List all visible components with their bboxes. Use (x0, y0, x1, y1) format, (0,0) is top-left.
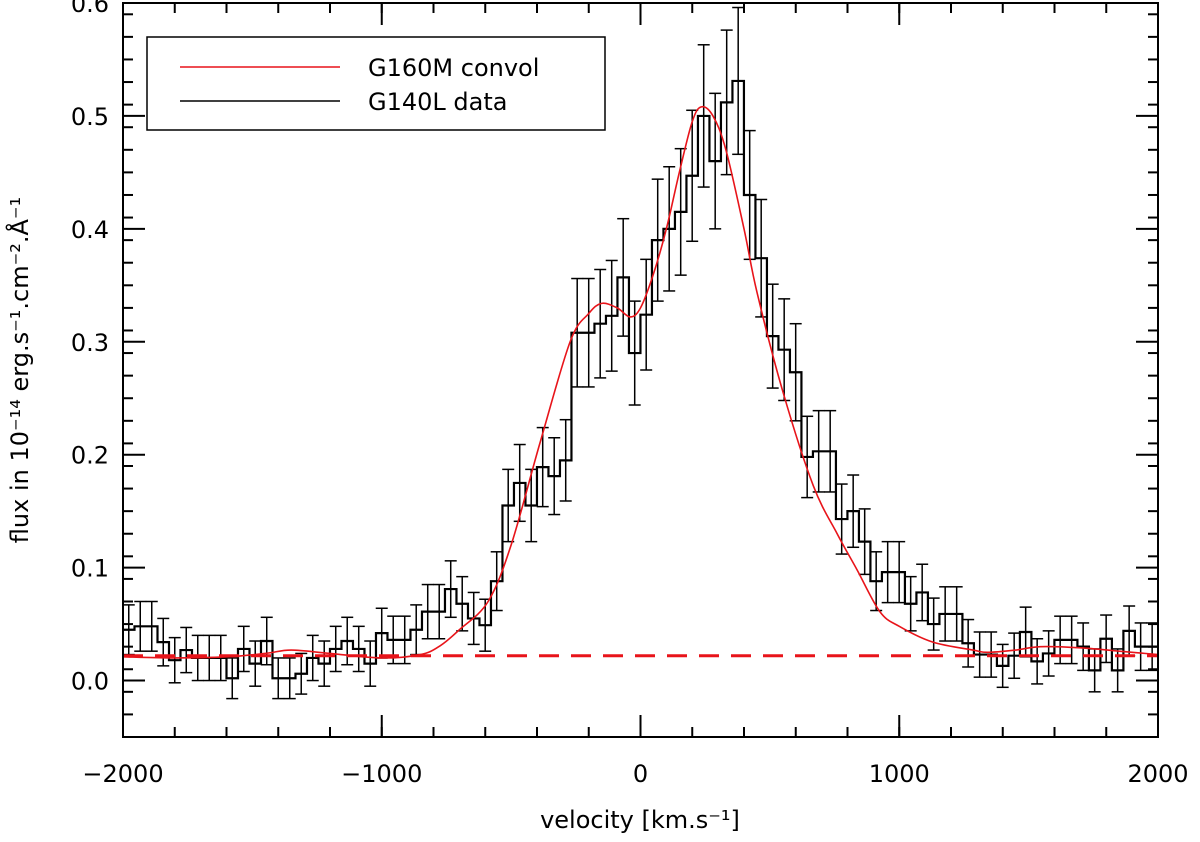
y-tick-label: 0.2 (71, 442, 109, 470)
error-bar (329, 625, 342, 673)
error-bar (490, 551, 503, 612)
x-tick-label: 2000 (1127, 760, 1188, 788)
error-bar (559, 418, 572, 502)
error-bar (421, 583, 434, 640)
error-bar (709, 92, 722, 230)
x-tick-label: −1000 (341, 760, 422, 788)
error-bar (1042, 630, 1055, 677)
y-tick-label: 0.0 (71, 668, 109, 696)
error-bar (1008, 632, 1021, 680)
error-bar (594, 268, 607, 379)
error-bar (640, 258, 653, 371)
error-bar (927, 597, 940, 651)
y-tick-label: 0.6 (71, 0, 109, 18)
error-bar (272, 657, 285, 700)
plot-area (123, 6, 1158, 700)
error-bar (663, 165, 676, 292)
error-bar (1100, 614, 1113, 664)
error-bar (812, 409, 825, 493)
error-bar (536, 426, 549, 508)
legend-label-g140l: G140L data (368, 88, 507, 116)
x-tick-label: 0 (633, 760, 648, 788)
error-bar (283, 657, 296, 700)
error-bar (433, 583, 446, 640)
error-bar (398, 615, 411, 665)
error-bar (145, 600, 158, 652)
error-bar (881, 540, 894, 604)
error-bar (755, 198, 768, 318)
error-bar (766, 283, 779, 389)
error-bar (732, 6, 745, 156)
axis-ticks (122, 2, 1159, 738)
error-bar (617, 217, 630, 337)
legend-box (146, 36, 606, 131)
error-bar (525, 468, 538, 543)
error-bar (950, 586, 963, 642)
error-bar (1077, 622, 1090, 672)
error-bar (651, 178, 664, 302)
y-tick-label: 0.4 (71, 216, 109, 244)
error-bar (548, 437, 561, 516)
error-bar (582, 277, 595, 388)
y-axis-title: flux in 10⁻¹⁴ erg.s⁻¹.cm⁻².Å⁻¹ (5, 197, 34, 543)
error-bar (973, 631, 986, 678)
g160m-convol-curve (123, 105, 1158, 659)
plot-marks (123, 6, 1158, 700)
error-bar (364, 640, 377, 687)
error-bar (318, 640, 331, 687)
error-bar (180, 626, 193, 674)
x-axis-title: velocity [km.s⁻¹] (540, 806, 740, 834)
error-bar (605, 259, 618, 372)
error-bar (870, 551, 883, 612)
error-bar (134, 600, 147, 652)
error-bar (801, 415, 814, 499)
error-bar (306, 634, 319, 682)
error-bar (824, 409, 837, 493)
error-bar (214, 634, 227, 682)
error-bar (571, 277, 584, 388)
error-bar (1065, 615, 1078, 665)
error-bar (237, 625, 250, 673)
histogram-g140l-data (123, 79, 1158, 680)
tick-labels: 0.0 0.1 0.2 0.3 0.4 0.5 0.6 −2000 −1000 0 1000 2000 (71, 0, 1189, 788)
y-tick-label: 0.3 (71, 329, 109, 357)
x-tick-label: 1000 (869, 760, 930, 788)
error-bar (1134, 622, 1147, 672)
error-bar (778, 298, 791, 402)
error-bar (444, 560, 457, 619)
error-bar (295, 652, 308, 695)
error-bar (858, 508, 871, 576)
error-bar (226, 657, 239, 700)
error-bar (352, 625, 365, 673)
y-tick-label: 0.1 (71, 555, 109, 583)
error-bar (916, 563, 929, 622)
error-bar (628, 300, 641, 406)
y-tick-label: 0.5 (71, 103, 109, 131)
error-bar (513, 443, 526, 523)
error-bar (939, 586, 952, 642)
legend-label-g160m: G160M convol (368, 54, 539, 82)
error-bar (168, 636, 181, 684)
error-bar (893, 540, 906, 604)
error-bar (962, 618, 975, 668)
legend: G160M convol G140L data (146, 36, 606, 131)
x-tick-label: −2000 (82, 760, 163, 788)
error-bar (249, 640, 262, 687)
error-bar (697, 44, 710, 188)
error-bar (847, 474, 860, 549)
